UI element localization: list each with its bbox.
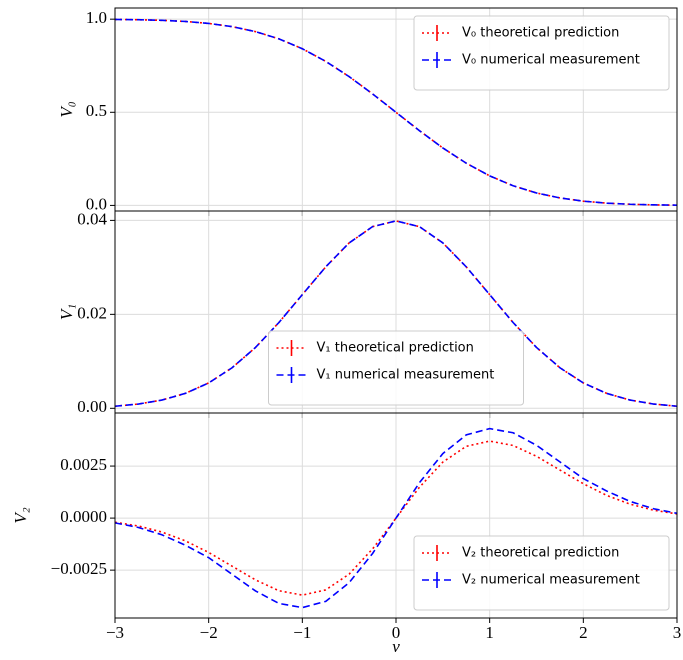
y-tick-label: 0.04 (77, 209, 107, 228)
series-line (114, 18, 678, 206)
legend-box (268, 330, 524, 406)
legend-label: V₂ theoretical prediction (462, 546, 619, 561)
legend-label: V₀ numerical measurement (462, 53, 640, 68)
y-tick-label: 0.02 (77, 303, 107, 322)
y-axis-label: V₀ (57, 101, 76, 117)
y-tick-label: 0.5 (86, 101, 107, 120)
x-tick-label: 3 (673, 623, 682, 642)
legend-label: V₁ theoretical prediction (317, 341, 474, 356)
y-tick-label: 0.00 (77, 397, 107, 416)
x-tick-label: −2 (200, 623, 218, 642)
legend: V₂ theoretical prediction V₂ numerical me… (413, 535, 670, 611)
legend: V₁ theoretical prediction V₁ numerical me… (268, 330, 524, 406)
series-line (114, 18, 678, 206)
y-tick-label: 0.0025 (60, 455, 107, 474)
legend-label: V₁ numerical measurement (317, 368, 495, 383)
legend: V₀ theoretical prediction V₀ numerical me… (413, 15, 670, 91)
series-line (114, 427, 678, 609)
x-tick-label: −1 (293, 623, 311, 642)
y-tick-label: 0.0000 (60, 507, 107, 526)
legend-box (413, 535, 670, 611)
x-tick-label: 2 (579, 623, 588, 642)
y-axis-label: V₂ (11, 507, 30, 523)
y-tick-label: 1.0 (86, 8, 107, 27)
plot-frame (114, 412, 678, 619)
y-tick-label: 0.0 (86, 194, 107, 213)
y-axis-label: V₁ (57, 304, 76, 320)
legend-label: V₂ numerical measurement (462, 573, 640, 588)
x-axis-label: ν (392, 637, 400, 656)
x-tick-label: 1 (485, 623, 494, 642)
legend-label: V₀ theoretical prediction (462, 26, 619, 41)
x-tick-label: −3 (106, 623, 124, 642)
y-tick-label: −0.0025 (51, 559, 107, 578)
series-line (114, 220, 678, 408)
x-tick-label: 0 (392, 623, 401, 642)
legend-box (413, 15, 670, 91)
